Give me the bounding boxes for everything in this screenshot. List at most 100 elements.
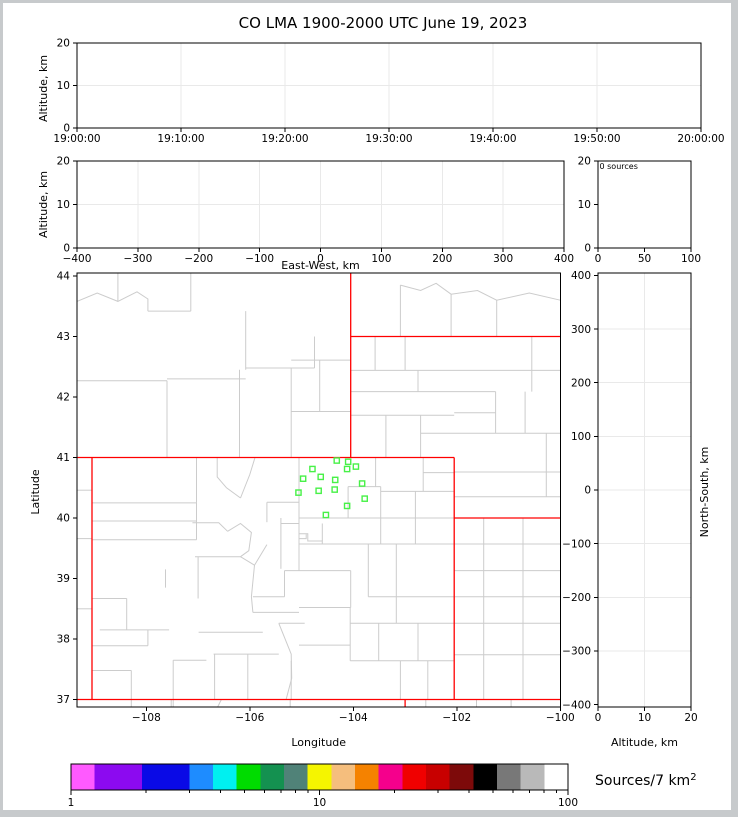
colorbar-segment — [189, 764, 213, 790]
source-count-annotation: 0 sources — [600, 162, 638, 171]
y-tick-label: 0 — [63, 243, 70, 255]
map-xlabel: Longitude — [291, 736, 346, 749]
x-tick-label: 19:50:00 — [573, 133, 620, 145]
colorbar-tick-label: 100 — [558, 797, 578, 809]
colorbar-label-main: Sources/7 km — [595, 773, 690, 789]
colorbar-segment — [402, 764, 426, 790]
county-line — [227, 522, 252, 558]
y-tick-label: 37 — [57, 694, 70, 706]
y-tick-label: 44 — [57, 271, 71, 283]
lma-station-marker — [315, 487, 322, 495]
y-tick-label: 300 — [571, 324, 591, 336]
county-line — [217, 699, 222, 707]
lma-station-marker — [299, 475, 307, 482]
colorbar-layer: 1 10 100 — [68, 763, 578, 809]
y-tick-label: 10 — [57, 199, 70, 211]
county-line — [299, 533, 323, 544]
y-tick-label: 400 — [571, 270, 591, 282]
y-tick-label: 43 — [57, 331, 70, 343]
colorbar-segment — [213, 764, 237, 790]
x-tick-label: 0 — [595, 253, 602, 265]
y-tick-label: 0 — [584, 485, 591, 497]
x-tick-label: −102 — [442, 712, 471, 724]
x-tick-label: −200 — [184, 253, 213, 265]
lma-station-marker — [331, 486, 338, 493]
y-tick-label: 100 — [571, 431, 591, 443]
colorbar-segment — [142, 764, 190, 790]
colorbar-segment — [426, 764, 450, 790]
colorbar-segment — [260, 764, 284, 790]
x-tick-label: 19:20:00 — [261, 133, 308, 145]
colorbar-segment — [284, 764, 308, 790]
county-line — [240, 457, 256, 499]
map-content-layer — [77, 273, 561, 707]
ew-panel-xlabel: East-West, km — [281, 259, 359, 272]
colorbar-segment — [544, 764, 568, 790]
map-panel — [76, 272, 561, 708]
y-tick-label: 10 — [578, 199, 591, 211]
y-tick-label: 20 — [57, 156, 70, 168]
map-clipped-layer — [77, 273, 561, 707]
county-line — [216, 457, 241, 499]
x-tick-label: 300 — [493, 253, 513, 265]
colorbar-label: Sources/7 km2 — [595, 772, 697, 789]
lma-station-marker — [331, 476, 339, 484]
x-tick-label: 50 — [638, 253, 651, 265]
x-tick-label: −106 — [235, 712, 264, 724]
x-tick-label: −400 — [63, 253, 92, 265]
colorbar-segment — [473, 764, 497, 790]
lma-station-marker — [322, 511, 330, 519]
county-line — [77, 291, 149, 312]
colorbar-segment — [449, 764, 474, 790]
y-tick-label: 42 — [57, 392, 70, 404]
plot-title: CO LMA 1900-2000 UTC June 19, 2023 — [239, 14, 528, 32]
x-tick-label: 19:10:00 — [157, 133, 204, 145]
x-tick-label: 19:30:00 — [365, 133, 412, 145]
lma-station-marker — [317, 473, 325, 481]
colorbar-segment — [236, 764, 261, 790]
x-tick-label: 100 — [681, 253, 701, 265]
lma-station-marker — [344, 458, 352, 466]
y-tick-label: −100 — [562, 538, 591, 550]
colorbar-segment — [378, 764, 403, 790]
county-line — [400, 282, 561, 301]
x-tick-label: −108 — [132, 712, 161, 724]
ticks-and-ticklabels-layer: 19:00:00 19:10:00 19:20:00 19:30:00 19:40:00… — [53, 38, 724, 724]
x-tick-label: 400 — [554, 253, 574, 265]
colorbar-segment — [71, 764, 95, 790]
county-line — [278, 623, 293, 700]
y-tick-label: −200 — [562, 592, 591, 604]
x-tick-label: 0 — [595, 712, 602, 724]
y-tick-label: 39 — [57, 573, 70, 585]
lma-figure: 19:00:00 19:10:00 19:20:00 19:30:00 19:40:00… — [29, 14, 725, 809]
x-tick-label: 19:00:00 — [53, 133, 100, 145]
y-tick-label: 200 — [571, 377, 591, 389]
colorbar-segment — [520, 764, 545, 790]
x-tick-label: 100 — [371, 253, 391, 265]
ns-panel-xlabel: Altitude, km — [611, 736, 678, 749]
y-tick-label: 41 — [57, 452, 70, 464]
colorbar-segment — [497, 764, 521, 790]
colorbar-segment — [94, 764, 142, 790]
lma-station-marker — [333, 457, 341, 464]
x-tick-label: −100 — [546, 712, 575, 724]
x-tick-label: −104 — [339, 712, 368, 724]
colorbar-tick-label: 10 — [313, 797, 326, 809]
x-tick-label: 10 — [638, 712, 651, 724]
y-tick-label: −300 — [562, 646, 591, 658]
lma-station-marker — [352, 463, 360, 470]
y-tick-label: 20 — [578, 156, 591, 168]
colorbar-tick-label: 1 — [68, 797, 75, 809]
y-tick-label: 10 — [57, 80, 70, 92]
county-line — [299, 534, 307, 540]
lma-station-marker — [358, 480, 366, 487]
ns-panel-ylabel: North-South, km — [698, 447, 711, 538]
y-tick-label: 40 — [57, 513, 70, 525]
altitude-histogram-panel — [597, 160, 692, 249]
county-line — [240, 544, 268, 566]
ew-panel-ylabel: Altitude, km — [37, 171, 50, 238]
colorbar-segment — [331, 764, 355, 790]
colorbar-segment — [355, 764, 379, 790]
x-tick-label: 0 — [317, 253, 324, 265]
